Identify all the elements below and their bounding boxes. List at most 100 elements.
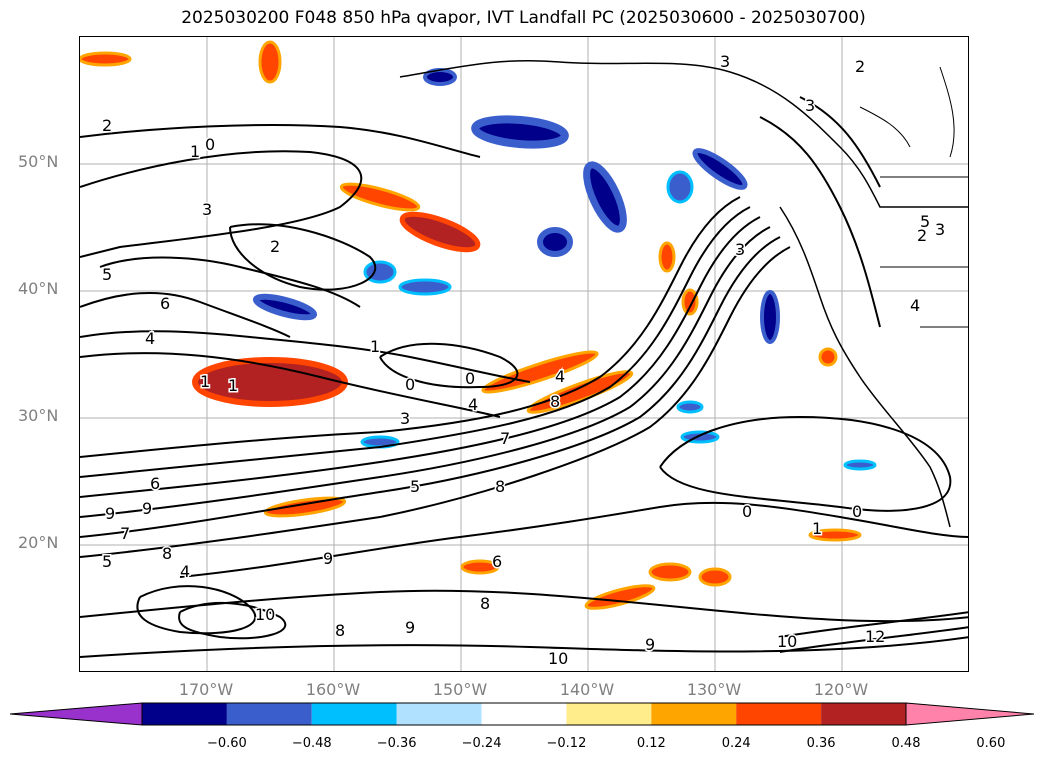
inland-boundaries <box>859 66 955 158</box>
map-panel: 2 1 0 3 2 5 6 4 1 1 0 0 3 4 5 7 8 6 8 9 9 7 5 8 4 9 10 8 9 6 8 9 10 10 12 0… <box>79 36 969 672</box>
colorbar-segment <box>311 703 397 725</box>
contour-label: 3 <box>735 240 745 259</box>
contour-label: 4 <box>180 562 190 581</box>
positive-anomaly-patch <box>818 347 838 367</box>
contour-label: 8 <box>335 621 345 640</box>
contour-line <box>178 602 287 640</box>
lon-label-160w: 160°W <box>305 680 361 699</box>
colorbar-extend-low <box>10 702 143 726</box>
positive-anomaly-patch <box>192 357 348 407</box>
contour-label: 6 <box>160 294 170 313</box>
contour-label: 4 <box>145 329 155 348</box>
positive-anomaly-patch <box>263 496 347 518</box>
contour-label: 10 <box>777 632 797 651</box>
positive-anomaly-patch <box>584 584 656 610</box>
contour-line <box>80 226 771 518</box>
contour-label: 8 <box>550 392 560 411</box>
colorbar-tick-label: −0.60 <box>206 736 247 751</box>
contour-label: 2 <box>855 57 865 76</box>
colorbar-tick-label: −0.24 <box>461 736 502 751</box>
contour-label: 9 <box>142 499 152 518</box>
contour-line <box>80 150 363 258</box>
contour-label: 1 <box>370 337 380 356</box>
negative-anomaly-patch <box>398 278 452 296</box>
contour-label: 6 <box>492 552 502 571</box>
contour-label: 1 <box>812 519 822 538</box>
positive-anomaly-patch <box>460 559 500 575</box>
state-borders <box>880 176 968 328</box>
colorbar-segment <box>736 703 822 725</box>
contour-label: 3 <box>805 96 815 115</box>
positive-anomaly-patch <box>80 51 132 67</box>
contour-label: 8 <box>480 594 490 613</box>
colorbar-tick-label: 0.36 <box>806 736 836 751</box>
contour-label: 8 <box>495 477 505 496</box>
contour-line <box>99 256 361 308</box>
gridlines <box>80 37 968 671</box>
negative-anomaly-patch <box>471 115 569 149</box>
contour-label: 4 <box>468 395 478 414</box>
negative-anomaly-patch <box>760 290 780 344</box>
contour-line <box>80 246 791 558</box>
colorbar <box>10 702 1035 726</box>
contour-label: 3 <box>202 200 212 219</box>
contour-line <box>136 585 257 635</box>
negative-anomaly-patch <box>363 260 397 284</box>
contour-label: 9 <box>323 549 333 568</box>
lon-label-130w: 130°W <box>686 680 742 699</box>
contour-label: 3 <box>720 52 730 71</box>
lon-label-150w: 150°W <box>432 680 488 699</box>
colorbar-tick-label: 0.48 <box>891 736 921 751</box>
contour-label: 4 <box>910 296 920 315</box>
positive-anomaly-patch <box>658 241 676 273</box>
contour-line <box>80 352 501 418</box>
negative-anomaly-patch <box>537 227 573 257</box>
contour-label: 5 <box>410 477 420 496</box>
contour-label: 4 <box>555 367 565 386</box>
contour-label: 3 <box>400 409 410 428</box>
west-coast <box>779 206 951 528</box>
coastlines <box>399 59 968 528</box>
positive-anomaly-patch <box>339 182 421 212</box>
colorbar-tick-label: −0.36 <box>376 736 417 751</box>
contour-label: 7 <box>120 524 130 543</box>
contour-label: 6 <box>150 474 160 493</box>
lat-label-50n: 50°N <box>18 152 59 171</box>
contour-label: 0 <box>852 502 862 521</box>
contours <box>80 96 968 658</box>
positive-anomaly-patch <box>526 370 634 414</box>
contour-line <box>779 626 968 653</box>
negative-anomaly-patch <box>252 293 318 321</box>
negative-anomaly-patch <box>676 400 704 414</box>
colorbar-tick-label: 0.12 <box>636 736 666 751</box>
positive-anomaly-patch <box>258 40 282 84</box>
contour-line <box>80 291 291 338</box>
contour-label: 5 <box>920 212 930 231</box>
contour-line <box>179 501 968 578</box>
positive-anomaly-patch <box>648 562 692 582</box>
contour-label: 9 <box>405 618 415 637</box>
lon-label-170w: 170°W <box>178 680 234 699</box>
contour-label: 0 <box>205 135 215 154</box>
contour-label: 2 <box>270 237 280 256</box>
colorbar-tick-label: 0.24 <box>721 736 751 751</box>
lon-label-120w: 120°W <box>813 680 869 699</box>
negative-anomaly-patch <box>692 148 748 190</box>
contour-label: 1 <box>200 372 210 391</box>
contour-line <box>80 124 481 158</box>
lat-label-20n: 20°N <box>18 533 59 552</box>
lat-label-30n: 30°N <box>18 406 59 425</box>
contour-label: 5 <box>102 552 112 571</box>
alaska-coast <box>399 59 968 208</box>
contour-label: 9 <box>645 635 655 654</box>
qvapor-fill-patches <box>80 40 877 610</box>
contour-line <box>80 236 781 538</box>
colorbar-segment <box>481 703 567 725</box>
contour-label: 2 <box>917 226 927 245</box>
contour-line <box>799 96 881 188</box>
contour-label: 10 <box>548 649 568 668</box>
contour-label: 9 <box>105 504 115 523</box>
contour-line <box>80 636 968 658</box>
